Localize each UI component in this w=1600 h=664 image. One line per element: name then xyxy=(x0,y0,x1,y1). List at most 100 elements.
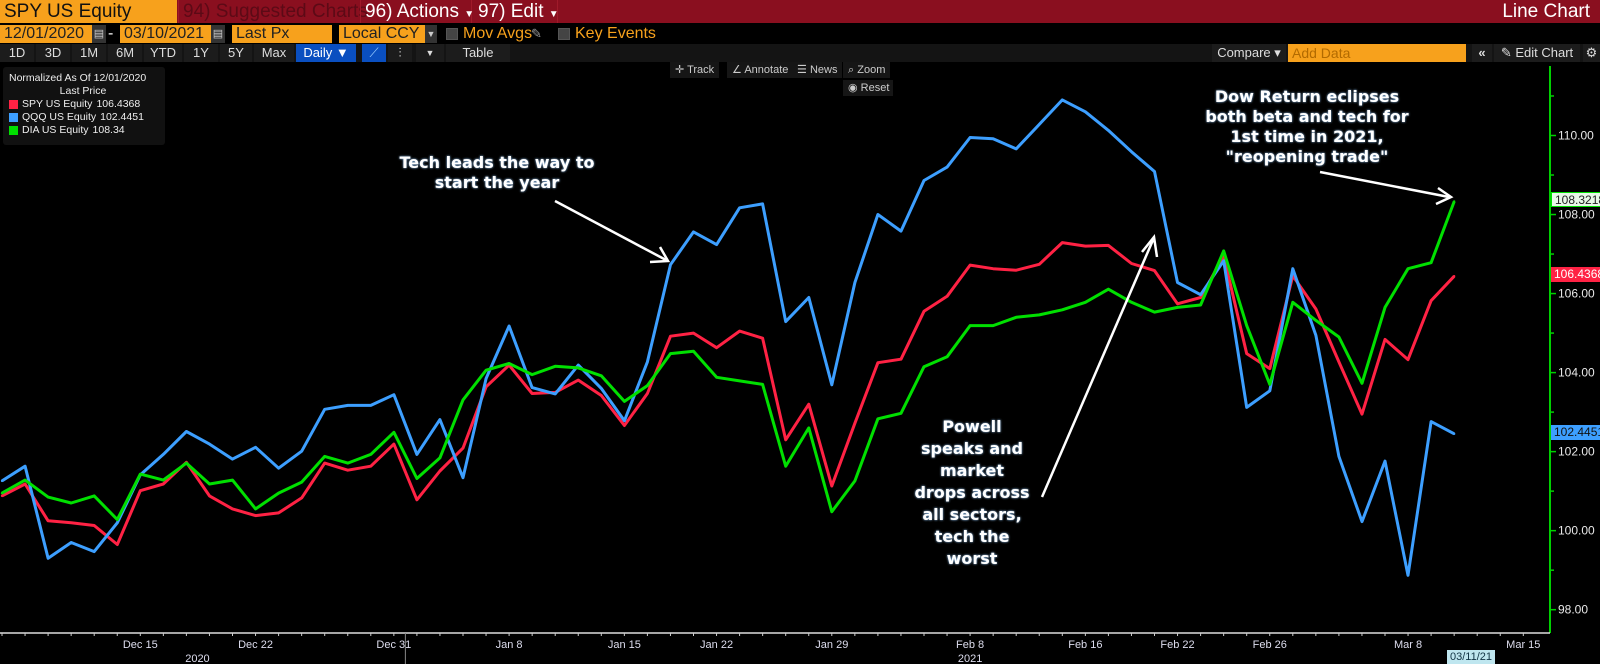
period-5y[interactable]: 5Y xyxy=(220,44,252,62)
dia-data-point xyxy=(830,510,833,513)
spy-data-point xyxy=(369,465,372,468)
mov-avgs-checkbox[interactable] xyxy=(446,28,458,40)
gear-icon[interactable]: ⚙ xyxy=(1583,44,1600,62)
qqq-data-point xyxy=(1130,150,1133,153)
qqq-data-point xyxy=(623,419,626,423)
actions-menu[interactable]: 96) Actions ▼ xyxy=(360,0,474,23)
frequency-dropdown[interactable]: Daily ▼ xyxy=(296,44,356,62)
field-select[interactable]: Last Px xyxy=(232,25,332,43)
dia-data-point xyxy=(1061,308,1064,311)
x-tick-label: Jan 22 xyxy=(700,639,733,651)
qqq-data-point xyxy=(1084,110,1087,113)
news-button[interactable]: ☰ News xyxy=(792,62,843,78)
news-icon: ☰ xyxy=(797,64,807,76)
spy-data-point xyxy=(1199,296,1202,299)
qqq-data-point xyxy=(530,386,534,389)
qqq-last-value-tag: 102.4451 xyxy=(1551,425,1600,440)
y-tick-label: 98.00 xyxy=(1558,603,1588,617)
security-field[interactable]: SPY US Equity xyxy=(0,0,177,23)
dia-series-line[interactable] xyxy=(1,200,1456,522)
dia-data-point xyxy=(646,384,649,387)
dia-data-point xyxy=(922,365,926,368)
add-data-input[interactable]: Add Data xyxy=(1288,44,1466,62)
qqq-data-point xyxy=(669,263,672,266)
annotation-line: tech the xyxy=(934,527,1010,546)
dia-data-point xyxy=(1084,301,1087,304)
period-1d[interactable]: 1D xyxy=(0,44,34,62)
qqq-data-point xyxy=(784,320,787,323)
edit-menu[interactable]: 97) Edit ▼ xyxy=(474,0,559,23)
spy-data-point xyxy=(1452,274,1456,278)
period-max[interactable]: Max xyxy=(254,44,294,62)
dia-data-point xyxy=(853,479,857,483)
dia-data-point xyxy=(69,501,73,505)
start-date-input[interactable]: 12/01/2020 xyxy=(0,25,92,43)
dia-data-point xyxy=(139,472,142,476)
qqq-data-point xyxy=(1061,98,1064,102)
spy-data-point xyxy=(277,511,280,515)
date-range-dash: - xyxy=(108,25,114,42)
dia-data-point xyxy=(899,412,903,415)
annotation-line: start the year xyxy=(434,173,560,192)
period-3d[interactable]: 3D xyxy=(36,44,70,62)
powell-arrowhead xyxy=(1141,233,1159,258)
spy-data-point xyxy=(669,335,672,338)
qqq-data-point xyxy=(1107,129,1110,132)
qqq-data-point xyxy=(899,229,903,233)
spy-data-point xyxy=(162,482,165,486)
qqq-data-point xyxy=(715,243,718,246)
annotate-button[interactable]: ∠ Annotate xyxy=(727,62,794,78)
qqq-data-point xyxy=(369,404,372,407)
track-button[interactable]: ✛ Track xyxy=(670,62,720,78)
period-1m[interactable]: 1M xyxy=(72,44,106,62)
dia-data-point xyxy=(1337,335,1341,339)
compare-dropdown[interactable]: Compare ▾ xyxy=(1212,44,1286,62)
dia-data-point xyxy=(1314,319,1318,322)
key-events-checkbox[interactable] xyxy=(558,28,570,40)
dia-data-point xyxy=(1429,261,1433,264)
legend-item-dia[interactable]: DIA US Equity 108.34 xyxy=(9,124,165,137)
calendar-icon[interactable]: ▤ xyxy=(92,25,106,43)
series-layer xyxy=(0,98,1456,577)
qqq-data-point xyxy=(1222,259,1225,262)
dia-data-point xyxy=(692,350,695,353)
period-1y[interactable]: 1Y xyxy=(184,44,218,62)
legend-item-qqq[interactable]: QQQ US Equity 102.4451 xyxy=(9,111,165,124)
qqq-data-point xyxy=(300,450,303,453)
period-ytd[interactable]: YTD xyxy=(144,44,182,62)
table-button[interactable]: Table xyxy=(446,44,510,62)
annotation-line: market xyxy=(939,461,1005,480)
bar-chart-icon[interactable]: ⫶ xyxy=(388,44,412,62)
reset-button[interactable]: ◉ Reset xyxy=(843,80,893,96)
currency-select[interactable]: Local CCY xyxy=(339,25,425,43)
dia-data-point xyxy=(300,480,303,484)
dia-data-point xyxy=(185,461,188,465)
zoom-button[interactable]: ⌕ Zoom xyxy=(843,62,891,78)
qqq-data-point xyxy=(1406,574,1410,577)
legend-item-spy[interactable]: SPY US Equity 106.4368 xyxy=(9,98,165,111)
edit-chart-button[interactable]: ✎ Edit Chart xyxy=(1494,44,1580,62)
suggested-charts-button[interactable]: 94) Suggested Charts xyxy=(178,0,368,23)
spy-data-point xyxy=(69,521,73,524)
end-date-input[interactable]: 03/10/2021 xyxy=(120,25,211,43)
period-6m[interactable]: 6M xyxy=(108,44,142,62)
qqq-data-point xyxy=(692,230,695,234)
pencil-icon[interactable]: ✎ xyxy=(531,26,542,41)
y-tick-label: 102.00 xyxy=(1558,445,1595,459)
qqq-data-point xyxy=(438,418,442,421)
qqq-data-point xyxy=(162,453,165,456)
collapse-button[interactable]: « xyxy=(1472,44,1492,62)
annotation-line: Powell xyxy=(942,417,1002,436)
qqq-data-point xyxy=(991,137,995,140)
chart-style-dropdown[interactable]: ▼ xyxy=(416,44,444,62)
dia-data-point xyxy=(392,431,396,434)
dia-data-point xyxy=(346,461,349,465)
edit-label: 97) Edit xyxy=(478,1,544,22)
calendar-icon[interactable]: ▤ xyxy=(211,25,225,43)
qqq-data-point xyxy=(853,281,857,284)
chevron-down-icon[interactable]: ▼ xyxy=(425,25,437,43)
x-tick-label: Feb 26 xyxy=(1253,639,1287,651)
line-chart-icon[interactable]: ⟋ xyxy=(362,44,386,62)
x-tick-label: Mar 15 xyxy=(1506,639,1540,651)
